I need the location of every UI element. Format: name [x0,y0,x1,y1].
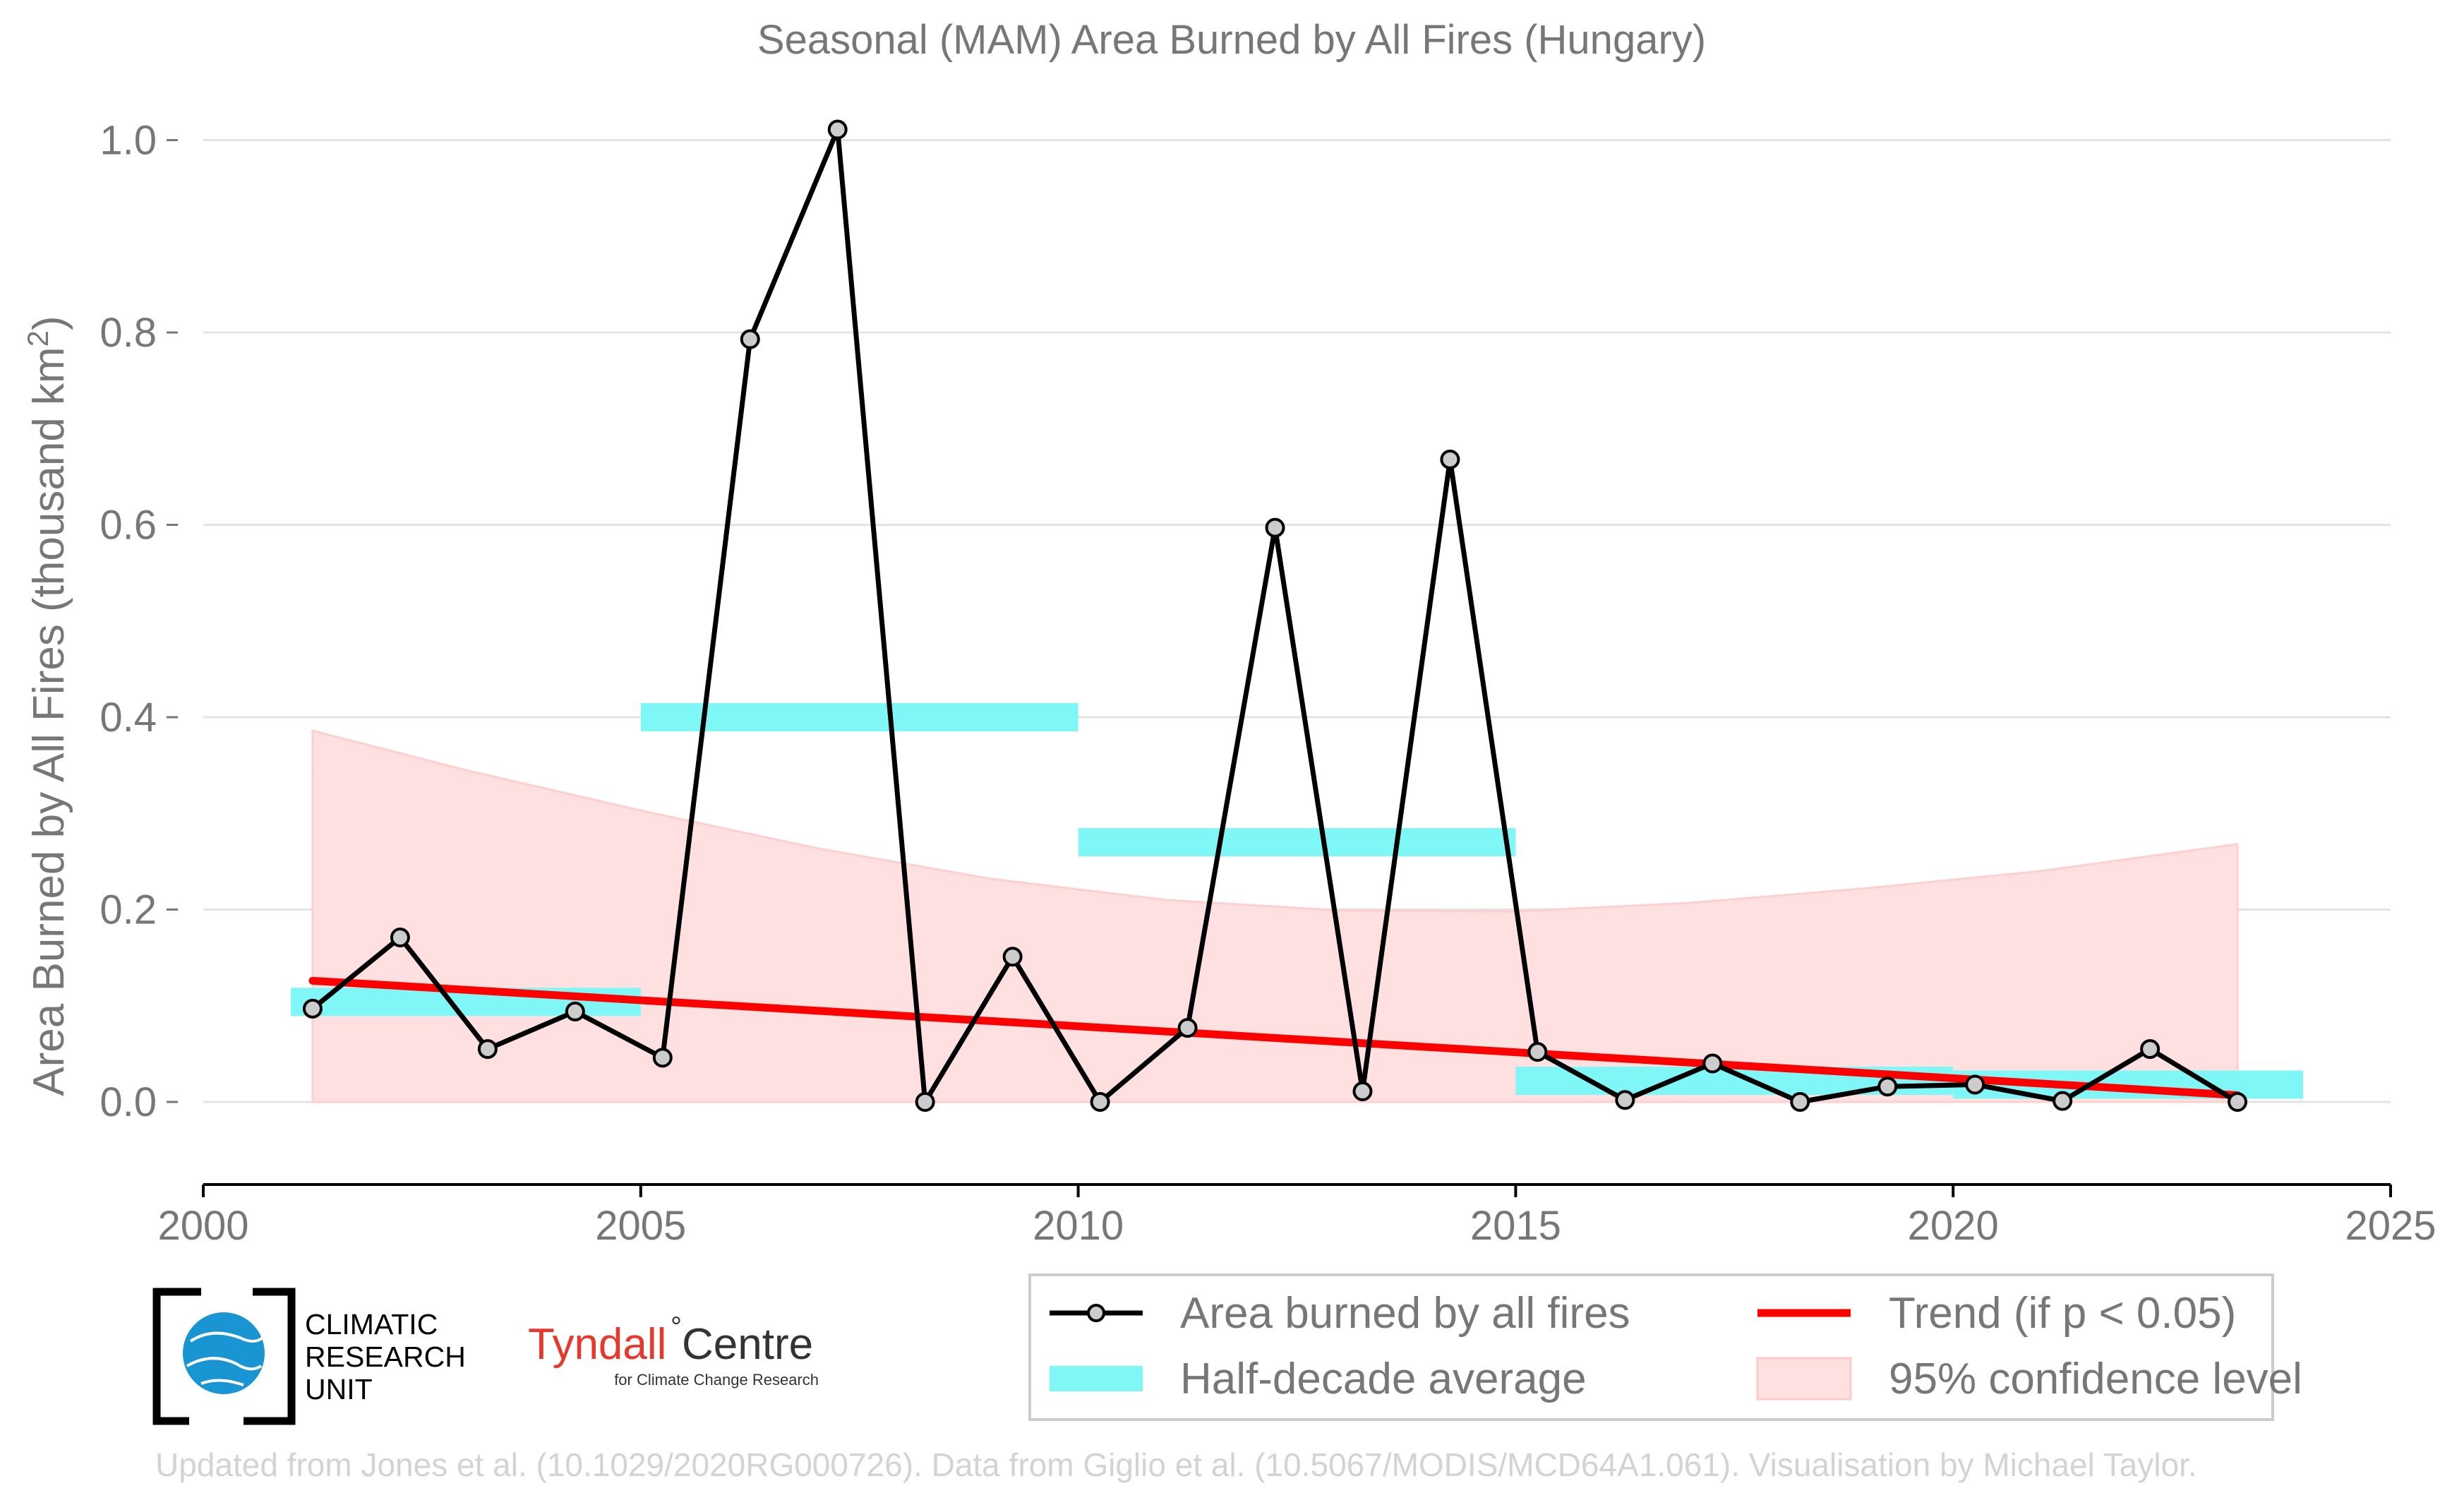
x-tick-label-0: 2000 [157,1203,248,1249]
cru-line1: CLIMATIC [305,1308,438,1341]
legend: Area burned by all fires Trend (if p < 0… [1028,1273,2302,1421]
x-tick-label-1: 2005 [595,1203,686,1249]
tyndall-logo: Tyndall ° Centre for Climate Change Rese… [528,1312,819,1389]
data-point-0 [302,998,323,1019]
data-point-22 [2228,1092,2248,1112]
y-tick-label-5: 1.0 [100,118,157,164]
x-tick-label-5: 2025 [2345,1203,2436,1249]
y-tick-label-2: 0.4 [100,695,157,740]
legend-marker [1087,1304,1105,1322]
tyndall-centre: Centre [682,1320,813,1369]
legend-label-area-burned: Area burned by all fires [1180,1289,1630,1338]
data-point-1 [390,928,410,948]
half-decade-bar-2 [1078,828,1516,857]
legend-label-trend: Trend (if p < 0.05) [1889,1289,2236,1338]
data-point-8 [1002,947,1023,967]
data-point-12 [1352,1081,1373,1102]
data-point-14 [1527,1042,1548,1062]
legend-item-confidence: 95% confidence level [1756,1355,2302,1403]
legend-item-trend: Trend (if p < 0.05) [1757,1289,2236,1338]
legend-item-area-burned: Area burned by all fires [1050,1289,1630,1338]
y-tick-label-1: 0.2 [100,887,157,933]
x-tick-label-2: 2010 [1033,1203,1124,1249]
x-tick-label-3: 2015 [1470,1203,1561,1249]
data-point-11 [1265,517,1285,538]
cru-bracket-right [244,1288,296,1425]
y-tick-label-3: 0.6 [100,503,157,548]
data-point-5 [740,329,760,349]
points-layer [302,119,2248,1112]
data-point-21 [2140,1039,2160,1060]
data-point-15 [1615,1090,1635,1110]
y-tick-label-0: 0.0 [100,1079,157,1125]
confidence-band [311,729,2239,1103]
legend-frame [1028,1273,2274,1421]
data-point-13 [1440,449,1460,469]
data-point-4 [652,1048,673,1068]
cru-bracket-left [152,1288,201,1425]
chart-title: Seasonal (MAM) Area Burned by All Fires … [757,17,1706,63]
legend-item-half-decade: Half-decade average [1050,1355,1587,1403]
cru-line2: RESEARCH [305,1341,466,1373]
confidence-band-layer [311,729,2239,1103]
y-axis-label: Area Burned by All Fires (thousand km2) [21,316,73,1096]
data-point-16 [1702,1053,1723,1074]
tyndall-degree: ° [671,1312,682,1343]
data-point-7 [915,1092,935,1112]
legend-label-confidence: 95% confidence level [1889,1355,2302,1403]
globe-icon [183,1312,265,1394]
cru-logo: CLIMATIC RESEARCH UNIT [152,1288,466,1425]
data-point-6 [827,119,848,140]
cru-line3: UNIT [305,1373,373,1405]
trend-layer [308,976,2242,1099]
data-point-20 [2053,1091,2073,1111]
data-point-10 [1177,1018,1198,1038]
footer-credit: Updated from Jones et al. (10.1029/2020R… [155,1446,2197,1483]
data-point-17 [1790,1092,1810,1112]
tyndall-sub: for Climate Change Research [614,1371,819,1389]
trend-line [308,976,2242,1099]
axes: 0.0 0.2 0.4 0.6 0.8 1.0 2000 2005 2010 2015 2020 20… [100,118,2436,1249]
data-point-2 [477,1039,498,1060]
legend-label-half-decade: Half-decade average [1180,1355,1587,1403]
tyndall-name: Tyndall [528,1320,666,1369]
half-decade-bar-1 [640,703,1078,731]
data-point-9 [1090,1092,1110,1112]
x-tick-label-4: 2020 [1908,1203,1999,1249]
data-point-19 [1965,1074,1985,1095]
data-point-18 [1877,1077,1898,1097]
y-tick-label-4: 0.8 [100,310,157,356]
data-point-3 [565,1001,585,1021]
